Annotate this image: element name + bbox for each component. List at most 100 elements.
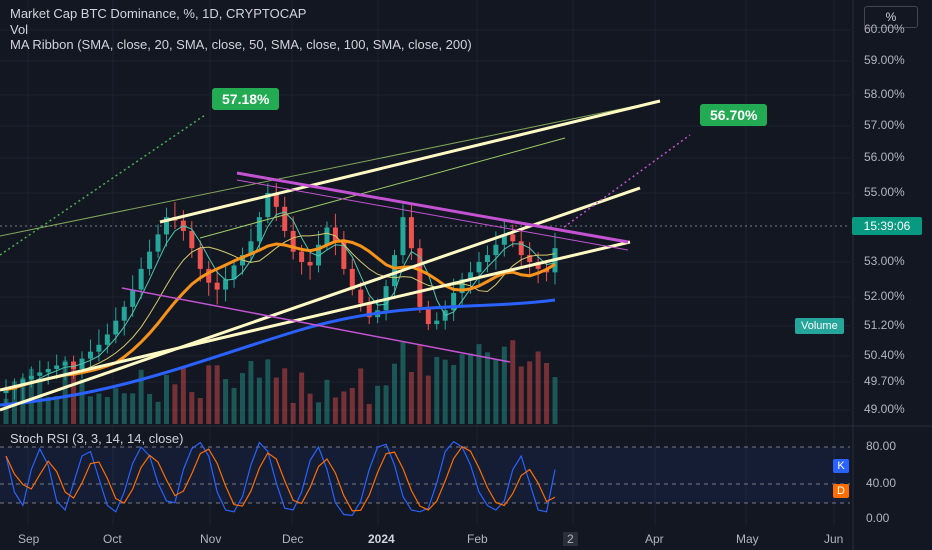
price-tick-label: 53.00% [864, 254, 905, 268]
callout-right: 56.70% [700, 104, 768, 126]
stoch-tick-label: 40.00 [866, 476, 897, 490]
volume-bar [442, 359, 448, 424]
stoch-panel [5, 440, 556, 517]
volume-bar [493, 359, 499, 424]
ma-100-line [5, 239, 556, 392]
candle-body [358, 289, 364, 304]
trendlines [0, 99, 691, 412]
candle-body [54, 365, 60, 369]
candle-body [299, 251, 305, 262]
candle-body [324, 227, 330, 245]
projection-right [559, 134, 691, 231]
candle-body [459, 279, 465, 294]
volume-bar [113, 388, 119, 424]
percent-button[interactable]: % [864, 6, 918, 28]
candle-body [265, 193, 271, 218]
volume-bar [299, 372, 305, 424]
wedge-bottom-line [121, 287, 511, 363]
candle-body [104, 334, 110, 345]
volume-bar [425, 375, 431, 424]
volume-bar [172, 384, 178, 424]
time-tick-label: Apr [645, 532, 664, 546]
stoch-rsi-label: Stoch RSI (3, 3, 14, 14, close) [10, 431, 184, 446]
candle-body [434, 320, 440, 325]
price-tick-label: 49.70% [864, 374, 905, 388]
candle-body [518, 241, 524, 256]
candle-body [476, 262, 482, 273]
candle-body [501, 234, 507, 245]
stoch-tick-label: 80.00 [866, 439, 897, 453]
volume-bar [417, 344, 423, 424]
price-tick-label: 50.40% [864, 348, 905, 362]
price-tick-label: 56.00% [864, 150, 905, 164]
volume-bar [349, 387, 355, 424]
volume-bar [282, 368, 288, 424]
candle-body [256, 217, 262, 242]
candle-body [96, 344, 102, 352]
candle-body [307, 262, 313, 266]
price-time-tag: 15:39:06 [852, 217, 922, 235]
ma-200-line [0, 298, 556, 407]
candle-body [248, 241, 254, 256]
candle-body [493, 244, 499, 256]
stoch-band [0, 447, 850, 503]
time-tick-label: May [736, 532, 759, 546]
stoch-tick-label: 0.00 [866, 511, 890, 525]
channel-mid-line [0, 100, 661, 237]
time-tick-label: Jun [824, 532, 844, 546]
stoch-k-line [5, 440, 556, 517]
volume-bar [248, 360, 254, 424]
candle-body [45, 368, 51, 373]
stoch-d-line [5, 445, 556, 512]
candle-body [223, 279, 229, 290]
candle-body [484, 255, 490, 262]
volume-bar [366, 403, 372, 424]
volume-bar [400, 342, 406, 424]
candle-body [214, 282, 220, 290]
volume-bar [214, 365, 220, 424]
candle-body [527, 255, 533, 262]
candle-body [535, 262, 541, 269]
candle-body [282, 206, 288, 231]
volume-bar [28, 368, 34, 424]
price-tick-label: 58.00% [864, 87, 905, 101]
wedge-top-thin [236, 179, 629, 251]
volume-bar [147, 393, 153, 424]
volume-bar [155, 401, 161, 424]
candle-body [417, 248, 423, 307]
volume-bar [383, 385, 389, 424]
volume-bar [527, 361, 533, 424]
candle-body [163, 217, 169, 235]
volume-bar [518, 366, 524, 424]
candle-body [113, 320, 119, 335]
volume-bar [180, 366, 186, 424]
volume-bar [535, 351, 541, 424]
candle-body [189, 230, 195, 249]
volume-bar [324, 379, 330, 424]
volume-bar [544, 362, 550, 424]
channel-lower-line [0, 186, 641, 412]
time-tick-label: 2024 [368, 532, 395, 546]
volume-bar [3, 398, 9, 424]
parallel-line [199, 137, 566, 239]
candle-body [37, 372, 43, 376]
price-tick-label: 57.00% [864, 118, 905, 132]
callout-left: 57.18% [212, 88, 280, 110]
ma-20-line [5, 211, 556, 391]
time-tick-label: 2 [563, 532, 578, 546]
candle-body [62, 362, 68, 366]
volume-bar [130, 393, 136, 424]
volume-bar [341, 391, 347, 424]
candle-body [341, 241, 347, 269]
candle-body [468, 272, 474, 280]
volume-bar [79, 379, 85, 424]
volume-bar [138, 369, 144, 424]
candle-body [155, 234, 161, 252]
volume-tag: Volume [795, 318, 844, 334]
volume-bar [256, 377, 262, 424]
candle-body [332, 227, 338, 242]
candle-body [206, 268, 212, 283]
volume-bars [3, 340, 558, 424]
candle-body [87, 351, 93, 359]
